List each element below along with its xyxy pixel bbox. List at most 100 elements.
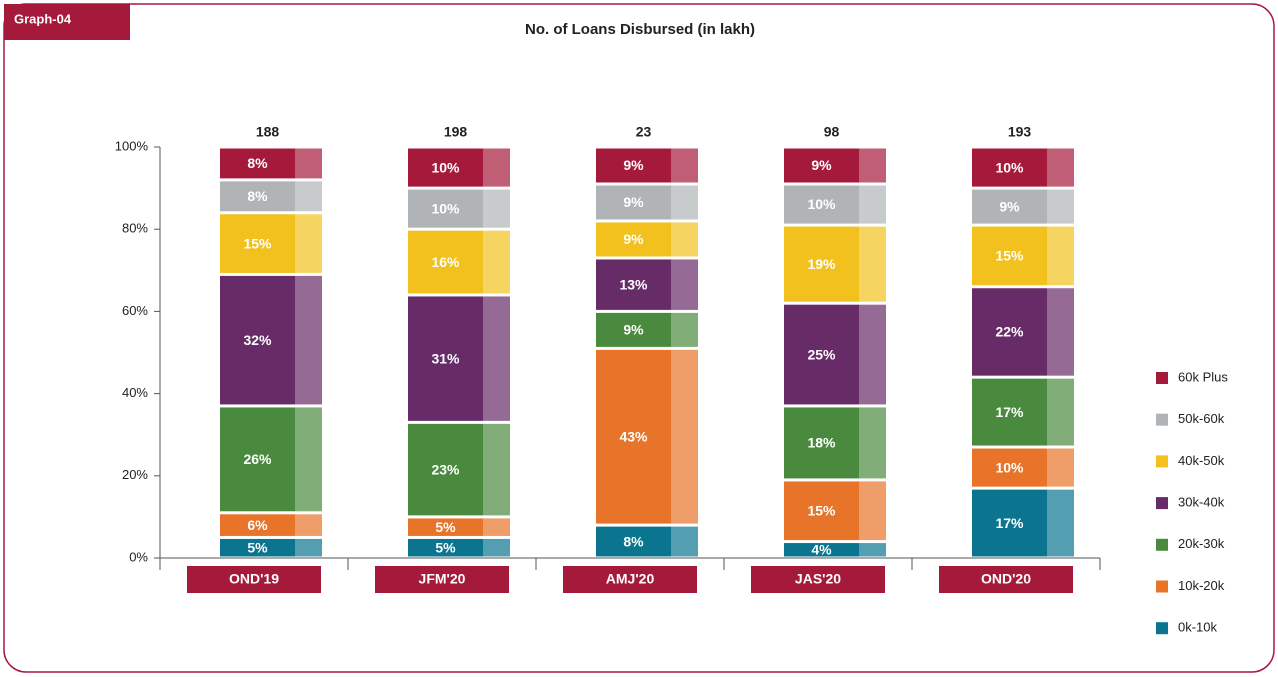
- bar-side: [671, 148, 698, 183]
- legend-label: 10k-20k: [1178, 578, 1225, 593]
- bar: [596, 185, 671, 220]
- bar: [408, 230, 483, 294]
- total-label: 188: [256, 124, 280, 140]
- bar-side: [483, 423, 510, 516]
- bar: [408, 189, 483, 228]
- legend-label: 50k-60k: [1178, 411, 1225, 426]
- bar: [408, 538, 483, 557]
- value-label: 13%: [619, 276, 648, 292]
- bar-side: [483, 230, 510, 294]
- value-label: 19%: [807, 256, 836, 272]
- bar-side: [859, 148, 886, 183]
- bar: [220, 148, 295, 179]
- bar-side: [859, 185, 886, 224]
- bar: [408, 423, 483, 516]
- bar: [784, 407, 859, 479]
- bar-side: [671, 185, 698, 220]
- bar: [784, 481, 859, 541]
- bar-side: [295, 214, 322, 273]
- bar: [220, 407, 295, 512]
- bar-side: [295, 538, 322, 557]
- bar-side: [483, 148, 510, 187]
- bar: [408, 148, 483, 187]
- value-label: 8%: [623, 533, 644, 549]
- bar-side: [483, 538, 510, 557]
- y-tick-label: 0%: [129, 549, 148, 564]
- bar: [972, 448, 1047, 487]
- legend-label: 30k-40k: [1178, 495, 1225, 510]
- value-label: 9%: [623, 231, 644, 247]
- bar: [408, 296, 483, 421]
- value-label: 15%: [995, 248, 1024, 264]
- bar: [220, 275, 295, 405]
- value-label: 18%: [807, 435, 836, 451]
- bar-side: [1047, 448, 1074, 487]
- bar-side: [295, 407, 322, 512]
- bar: [972, 226, 1047, 286]
- value-label: 16%: [431, 254, 460, 270]
- value-label: 43%: [619, 428, 648, 444]
- bar: [972, 378, 1047, 446]
- bar: [596, 312, 671, 347]
- bar: [972, 489, 1047, 557]
- value-label: 15%: [243, 235, 272, 251]
- value-label: 31%: [431, 350, 460, 366]
- x-tick-label: OND'20: [981, 571, 1031, 587]
- category-box: [751, 566, 885, 593]
- value-label: 26%: [243, 451, 272, 467]
- bar: [784, 226, 859, 302]
- bar: [596, 259, 671, 310]
- value-label: 10%: [995, 159, 1024, 175]
- value-label: 17%: [995, 404, 1024, 420]
- value-label: 32%: [243, 332, 272, 348]
- bar-side: [483, 296, 510, 421]
- bar: [972, 148, 1047, 187]
- bar-side: [859, 407, 886, 479]
- category-box: [939, 566, 1073, 593]
- value-label: 8%: [247, 188, 268, 204]
- y-tick-label: 80%: [122, 221, 148, 236]
- legend-swatch: [1156, 497, 1168, 510]
- bar-side: [671, 259, 698, 310]
- bar: [596, 526, 671, 557]
- legend-label: 20k-30k: [1178, 536, 1225, 551]
- category-box: [563, 566, 697, 593]
- bar: [220, 181, 295, 212]
- bar-side: [483, 189, 510, 228]
- value-label: 9%: [623, 194, 644, 210]
- value-label: 10%: [431, 159, 460, 175]
- bar: [596, 148, 671, 183]
- bar: [220, 214, 295, 273]
- total-label: 193: [1008, 124, 1032, 140]
- bar-side: [859, 304, 886, 405]
- bar-side: [295, 275, 322, 405]
- legend-swatch: [1156, 538, 1168, 551]
- bar-side: [1047, 288, 1074, 376]
- total-label: 23: [636, 124, 652, 140]
- y-tick-label: 20%: [122, 467, 148, 482]
- legend-label: 60k Plus: [1178, 369, 1228, 384]
- bar: [596, 222, 671, 257]
- bar-side: [671, 222, 698, 257]
- bar-side: [671, 349, 698, 524]
- bar: [784, 543, 859, 557]
- bar-side: [1047, 189, 1074, 224]
- x-tick-label: OND'19: [229, 571, 279, 587]
- legend-swatch: [1156, 413, 1168, 426]
- bar: [784, 148, 859, 183]
- value-label: 5%: [247, 539, 268, 555]
- bar: [784, 185, 859, 224]
- value-label: 9%: [623, 322, 644, 338]
- x-tick-label: JFM'20: [419, 571, 466, 587]
- bar: [408, 518, 483, 536]
- legend-swatch: [1156, 622, 1168, 635]
- value-label: 6%: [247, 517, 268, 533]
- legend-label: 0k-10k: [1178, 620, 1218, 635]
- tag: Graph-04: [14, 11, 72, 26]
- value-label: 22%: [995, 324, 1024, 340]
- value-label: 9%: [811, 157, 832, 173]
- bar-side: [295, 148, 322, 179]
- legend-swatch: [1156, 580, 1168, 593]
- bar: [972, 189, 1047, 224]
